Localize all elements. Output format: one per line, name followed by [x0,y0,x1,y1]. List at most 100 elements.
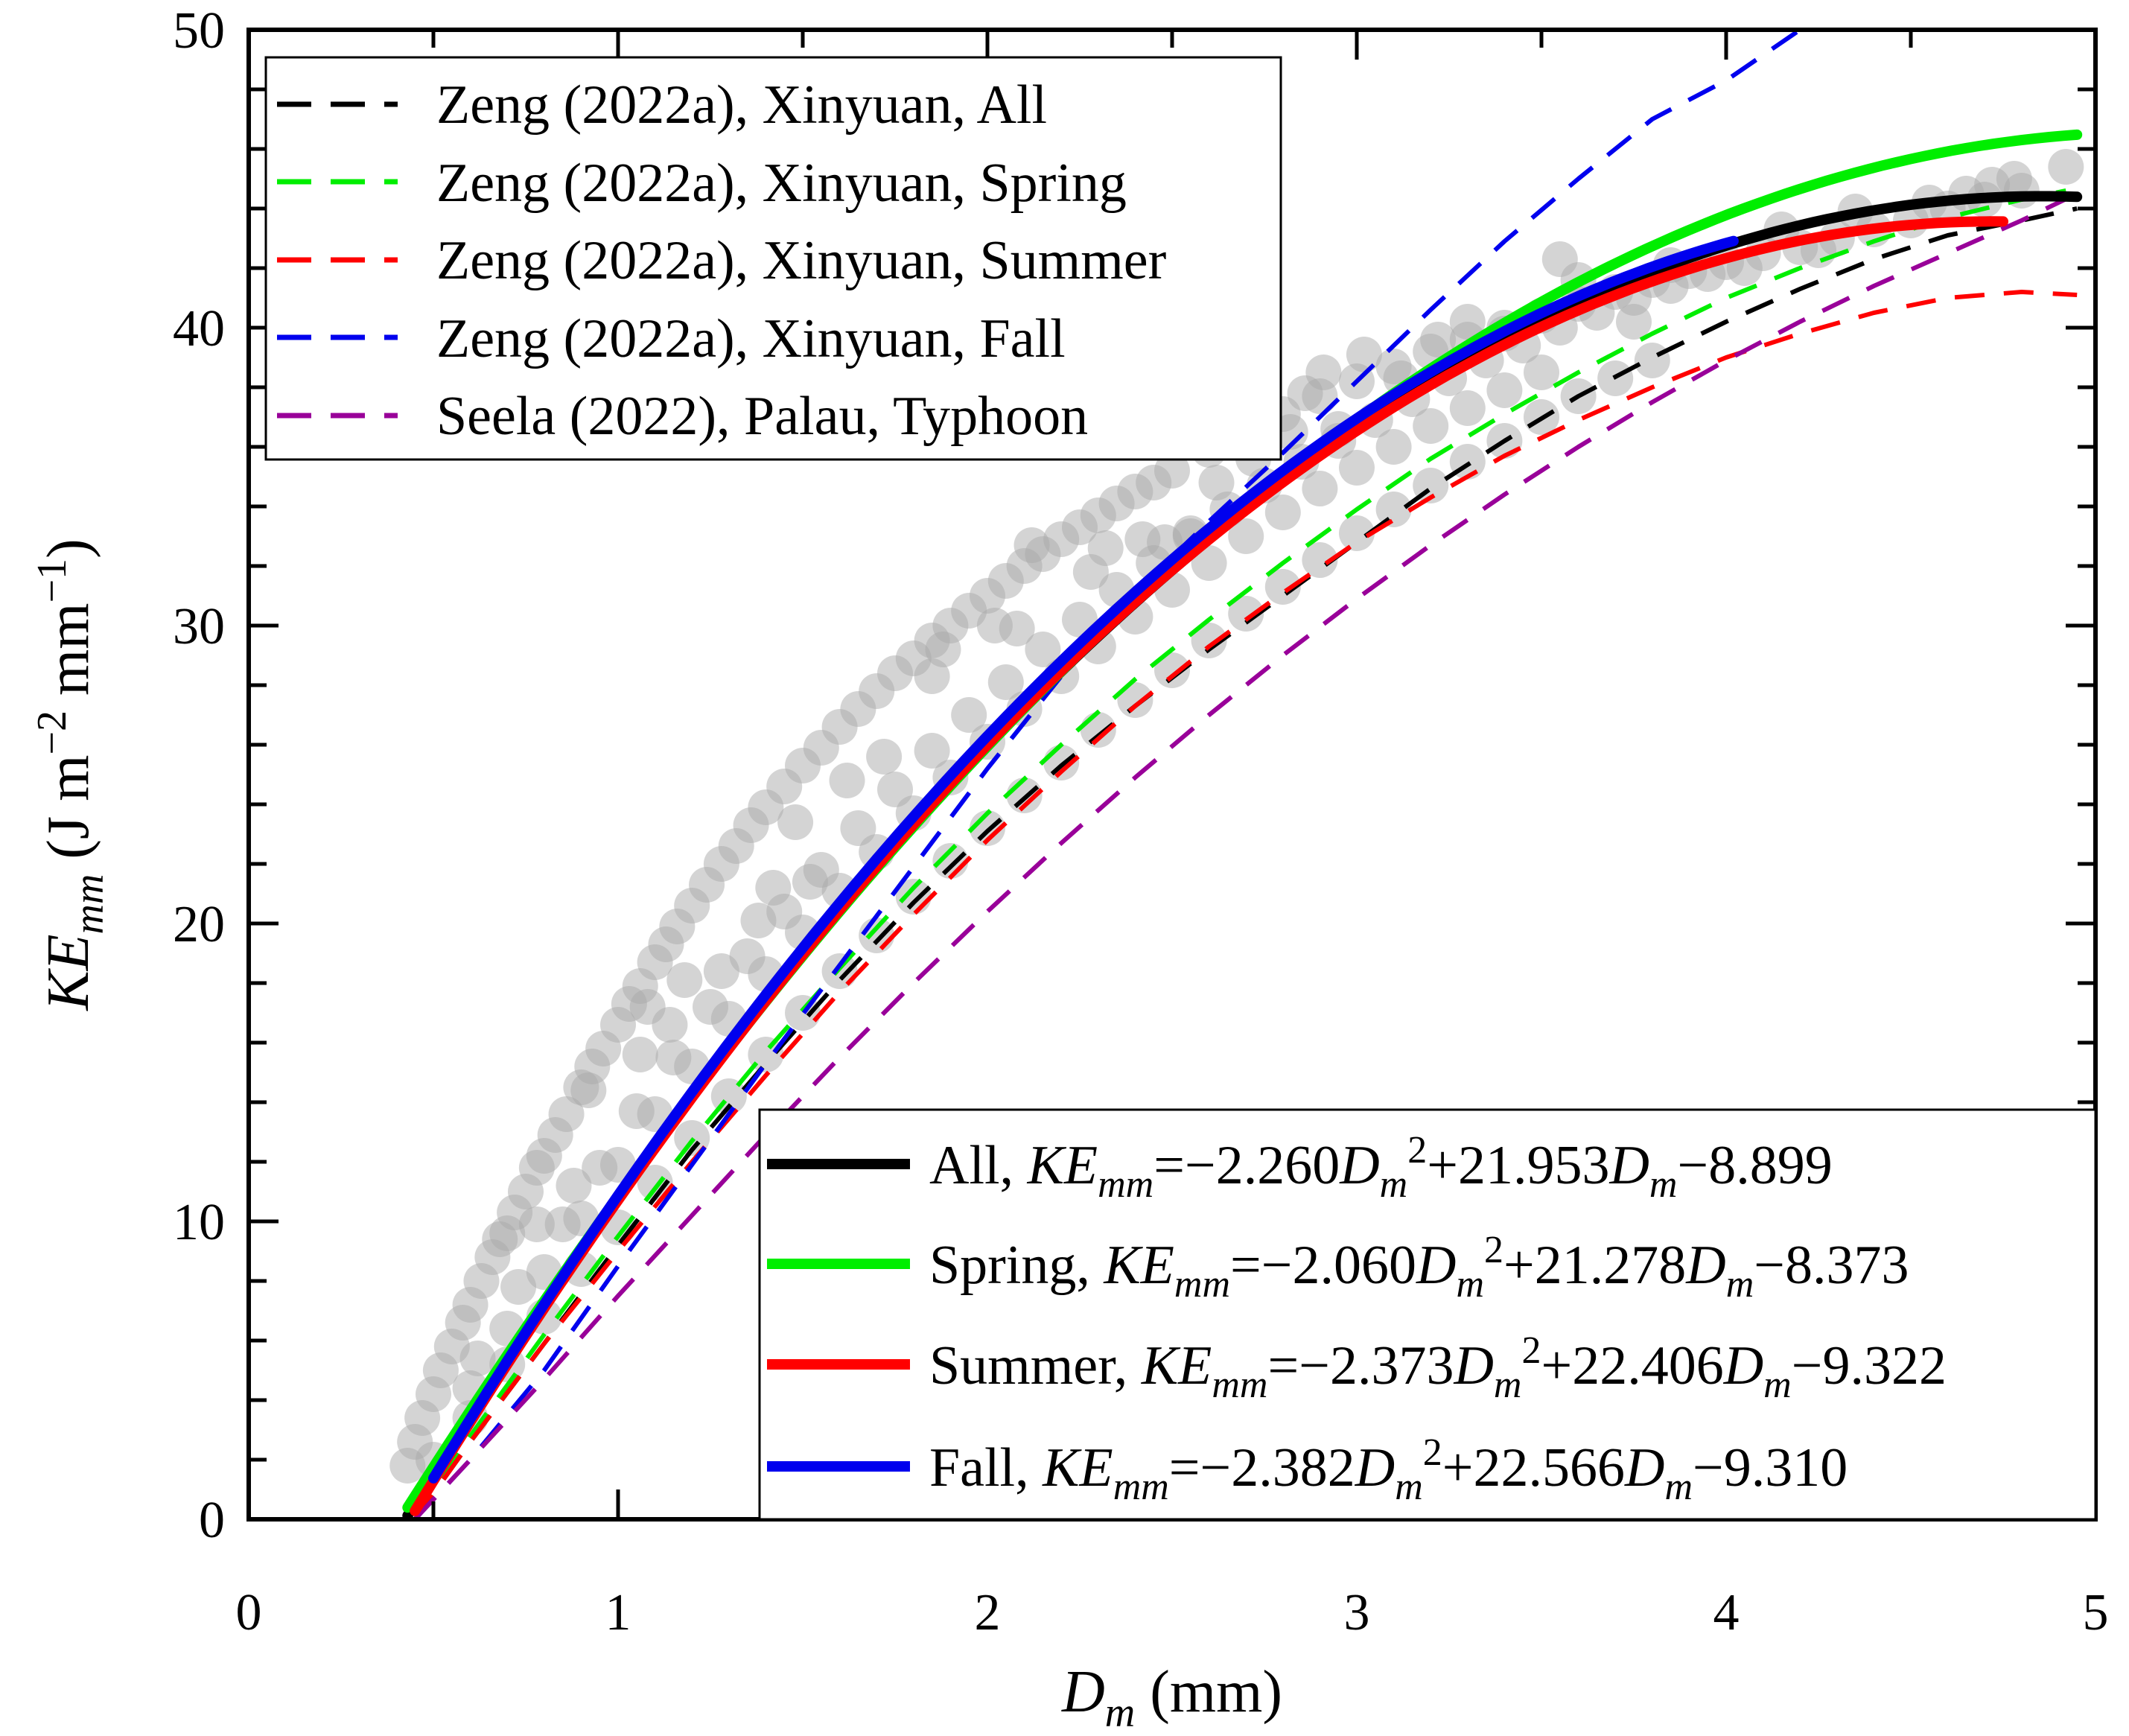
scatter-point [703,953,739,989]
legend-bottom-frame [758,1108,2097,1521]
scatter-point [777,804,814,840]
scatter-point [1634,343,1670,378]
legend-bottom-equation-all: All, KEmm=−2.260Dm2+21.953Dm−8.899 [929,1129,1833,1206]
y-tick-label: 10 [173,1194,225,1251]
legend-top-item-summer: Zeng (2022a), Xinyuan, Summer [277,230,1166,291]
legend-top-item-typhoon: Seela (2022), Palau, Typhoon [277,386,1088,447]
scatter-point [1025,632,1061,667]
scatter-point [866,739,903,775]
scatter-point [2048,149,2084,185]
fit-curves [402,30,2083,1519]
legend-bottom-item-summer: Summer, KEmm=−2.373Dm2+22.406Dm−9.322 [767,1329,1947,1406]
legend-bottom-item-spring: Spring, KEmm=−2.060Dm2+21.278Dm−8.373 [767,1229,1909,1306]
curve-zeng-2022a-xinyuan-summer [413,290,2078,1519]
scatter-point [1264,569,1301,605]
scatter-point [1154,652,1190,688]
y-tick-label: 0 [199,1492,225,1549]
curve-fall [428,235,1739,1484]
legend-top-item-fall: Zeng (2022a), Xinyuan, Fall [277,308,1066,369]
scatter-point [1302,471,1338,506]
scatter-point [976,608,1013,643]
scatter-point [1375,492,1412,527]
curve-zeng-2022a-xinyuan-fall [413,30,1801,1519]
scatter-point [1117,682,1153,718]
scatter-point [1616,304,1652,340]
scatter-point [914,658,950,694]
curve-zeng-2022a-xinyuan-spring [413,188,2066,1519]
scatter-point [1996,161,2032,197]
curve-zeng-2022a-xinyuan-all [413,206,2078,1519]
scatter-point [1524,354,1559,390]
legend-bottom-equation-spring: Spring, KEmm=−2.060Dm2+21.278Dm−8.373 [929,1229,1909,1306]
scatter-point [1087,530,1124,566]
scatter-point [1346,337,1382,372]
legend-top: Zeng (2022a), Xinyuan, All Zeng (2022a),… [264,56,1282,461]
legend-top-label-spring: Zeng (2022a), Xinyuan, Spring [436,153,1127,214]
scatter-point [829,763,865,798]
scatter-point [1339,515,1375,551]
scatter-point [1302,542,1338,578]
scatter-point [1305,354,1342,390]
scatter-point [1339,450,1375,486]
scatter-point [1449,304,1486,340]
scatter-point [1147,524,1183,560]
legend-top-label-summer: Zeng (2022a), Xinyuan, Summer [436,230,1166,291]
scatter-point [859,918,895,953]
legend-bottom-item-fall: Fall, KEmm=−2.382Dm2+22.566Dm−9.310 [767,1431,1848,1508]
y-tick-label: 20 [173,896,225,953]
legend-bottom: All, KEmm=−2.260Dm2+21.953Dm−8.899 Sprin… [758,1108,2097,1521]
x-tick-label: 0 [236,1584,262,1641]
scatter-point [914,733,950,769]
scatter-point [622,1037,658,1072]
scatter-point [500,1269,537,1305]
scatter-point [1486,372,1523,408]
x-tick-label: 2 [975,1584,1001,1641]
scatter-point [652,1007,688,1043]
legend-bottom-equation-summer: Summer, KEmm=−2.373Dm2+22.406Dm−9.322 [929,1329,1947,1406]
scatter-point [755,870,792,906]
scatter-point [1154,453,1190,489]
y-tick-label: 40 [173,300,225,357]
scatter-point [666,962,703,998]
scatter-point [1198,465,1235,500]
scatter-point [1013,527,1050,563]
y-tick-label: 50 [173,2,225,60]
scatter-point [1228,518,1264,554]
scatter-point [987,664,1024,700]
scatter-point [570,1072,607,1108]
x-tick-label: 5 [2083,1584,2109,1641]
scatter-point [548,1096,585,1132]
scatter-point [925,632,961,667]
x-tick-label: 4 [1713,1584,1740,1641]
scatter-point [459,1341,496,1376]
scatter-point [1375,429,1412,465]
legend-bottom-item-all: All, KEmm=−2.260Dm2+21.953Dm−8.899 [767,1129,1833,1206]
legend-top-label-all: Zeng (2022a), Xinyuan, All [436,74,1047,136]
y-axis-title: KEmm (J m−2 mm−1) [29,538,112,1011]
legend-top-item-all: Zeng (2022a), Xinyuan, All [277,74,1047,136]
legend-top-frame [264,56,1282,461]
scatter-point [740,903,777,938]
y-tick-label: 30 [173,598,225,655]
x-axis-title: Dm (mm) [1061,1659,1282,1736]
scatter-point [792,864,828,900]
legend-top-item-spring: Zeng (2022a), Xinyuan, Spring [277,153,1127,214]
scatter-point [1191,623,1227,658]
scatter-point [1264,495,1301,530]
scatter-point [1191,545,1227,581]
scatter-point [556,1168,592,1204]
scatter-point [518,1206,555,1242]
legend-top-label-fall: Zeng (2022a), Xinyuan, Fall [436,308,1066,369]
scatter-point [1420,322,1457,357]
scatter-point [951,697,987,733]
scatter-point [637,1165,673,1201]
legend-top-label-typhoon: Seela (2022), Palau, Typhoon [436,386,1088,447]
scatter-point [1228,596,1264,632]
legend-bottom-equation-fall: Fall, KEmm=−2.382Dm2+22.566Dm−9.310 [929,1431,1848,1508]
x-tick-label: 3 [1344,1584,1370,1641]
scatter-point [1413,408,1449,444]
scatter-point [1449,390,1486,426]
x-tick-label: 1 [605,1584,631,1641]
